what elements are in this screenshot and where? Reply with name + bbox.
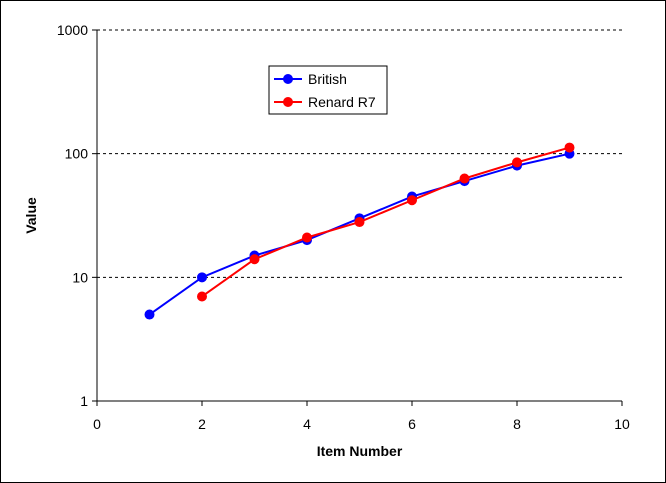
data-point	[144, 309, 155, 320]
y-tick-label: 100	[65, 146, 89, 162]
data-point	[512, 157, 522, 168]
legend-label: British	[308, 71, 347, 87]
x-tick-label: 8	[513, 416, 521, 432]
data-point	[459, 173, 470, 184]
x-axis-title: Item Number	[317, 443, 403, 459]
data-point	[249, 254, 260, 265]
x-tick-label: 6	[408, 416, 416, 432]
y-tick-label: 1000	[57, 22, 88, 38]
data-point	[197, 272, 207, 283]
legend-marker	[283, 74, 293, 84]
x-tick-label: 10	[614, 416, 630, 432]
y-tick-label: 1	[80, 393, 88, 409]
data-point	[197, 291, 207, 302]
data-point	[407, 195, 417, 206]
series-line	[201, 146, 570, 298]
x-tick-label: 2	[198, 416, 206, 432]
legend-marker	[283, 97, 293, 107]
legend: British Renard R7	[268, 65, 388, 115]
data-point	[302, 232, 312, 243]
legend-label: Renard R7	[308, 94, 376, 110]
x-tick-label: 4	[303, 416, 311, 432]
axis-layer: 1 10 100 1000 0 2 4 6 8 10	[57, 22, 630, 432]
y-tick-label: 10	[72, 269, 88, 285]
series-layer	[144, 142, 575, 320]
data-point	[354, 217, 365, 228]
data-point	[564, 142, 575, 153]
y-axis-title: Value	[23, 197, 39, 234]
x-tick-label: 0	[93, 416, 101, 432]
